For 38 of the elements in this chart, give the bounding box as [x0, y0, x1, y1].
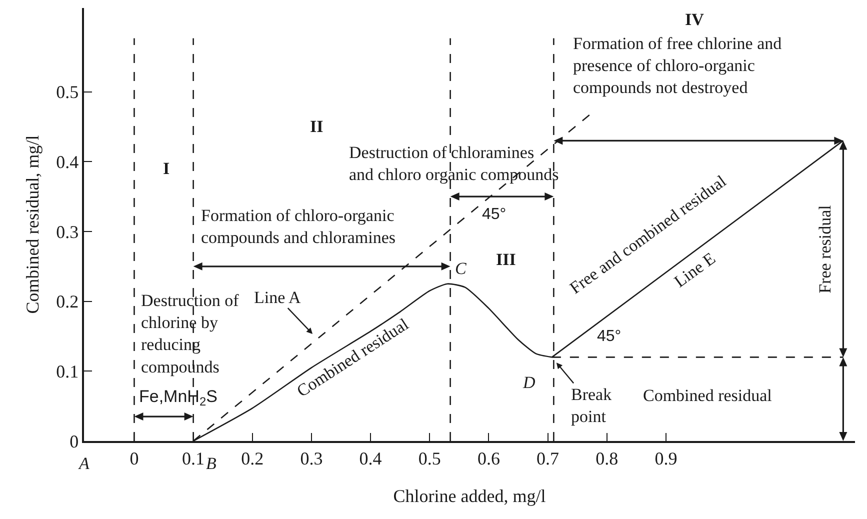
annotation: I: [163, 159, 170, 178]
annotation: C: [455, 259, 467, 278]
x-tick-label: 0.9: [654, 448, 678, 468]
annotation: D: [522, 373, 536, 392]
y-tick-label: 0.5: [56, 82, 79, 102]
x-tick-label: 0.2: [241, 448, 264, 468]
y-axis-title: Combined residual, mg/l: [22, 135, 43, 314]
x-tick-label: 0.4: [359, 448, 382, 468]
annotation: III: [496, 250, 516, 269]
annotation: Free residual: [816, 204, 835, 294]
x-tick-label: 0: [130, 448, 139, 468]
text: A: [78, 454, 90, 473]
text: B: [206, 454, 217, 473]
annotation: Formation of chloro-organic compounds and chloramines: [201, 206, 396, 248]
x-tick-label: 0.8: [596, 448, 618, 468]
x-tick-label: 0.6: [477, 448, 500, 468]
annotation: Line A: [254, 288, 302, 307]
annotation: Combined residual: [643, 386, 772, 405]
annotation: IV: [685, 10, 705, 29]
annotation: II: [310, 117, 324, 136]
annotation: Line E: [670, 248, 719, 292]
annotation: Fe,MnH$_{2}$S: [139, 387, 218, 409]
annotation: 45°: [482, 206, 506, 223]
y-tick-label: 0.3: [56, 222, 79, 242]
annotation: Break point: [571, 385, 612, 426]
annotation: Destruction of chloramines and chloro organic compounds: [349, 143, 559, 184]
annotation: Destruction of chlorine by reducing compounds: [141, 291, 240, 376]
x-tick-label: 0.3: [300, 448, 323, 468]
annotation: 45°: [597, 328, 622, 345]
x-tick-label: 0.7: [536, 448, 560, 468]
x-tick-label: 0.1: [182, 448, 205, 468]
y-tick-label: 0.2: [56, 292, 79, 312]
y-tick-label: 0: [70, 431, 79, 452]
x-axis-title: Chlorine added, mg/l: [393, 486, 546, 506]
y-tick-label: 0.1: [56, 361, 79, 382]
annotation: Formation of free chlorine and presence of chloro-organic compounds not destroyed: [573, 34, 782, 98]
x-tick-label: 0.5: [418, 448, 441, 468]
y-tick-label: 0.4: [56, 152, 79, 172]
